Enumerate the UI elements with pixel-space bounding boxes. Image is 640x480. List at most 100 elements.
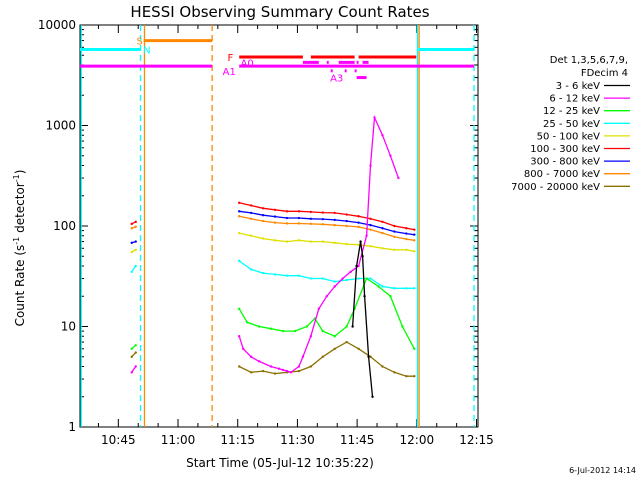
series-point-5 <box>393 224 396 228</box>
series-point-1 <box>297 365 301 368</box>
series-point-1 <box>397 176 400 180</box>
series-point-6 <box>249 211 253 215</box>
x-tick-label: 11:30 <box>280 433 315 447</box>
series-point-7 <box>261 219 265 223</box>
series-point-5 <box>273 208 277 211</box>
series-point-7 <box>285 222 289 225</box>
series-point-7 <box>321 223 324 226</box>
series-point-3 <box>413 287 416 290</box>
series-point-3 <box>393 287 396 290</box>
series-point-8 <box>381 365 384 368</box>
series-point-4 <box>273 239 277 242</box>
series-point-4 <box>134 248 137 251</box>
series-point-7 <box>238 215 241 218</box>
legend-label-5: 100 - 300 keV <box>530 144 600 155</box>
x-tick-label: 11:15 <box>220 433 255 447</box>
flag-label: N <box>143 46 150 57</box>
legend-title-line-2: FDecim 4 <box>581 68 628 79</box>
series-point-5 <box>309 210 313 214</box>
series-point-8 <box>261 369 265 373</box>
flag-label: A3 <box>330 74 343 85</box>
series-point-8 <box>321 355 324 358</box>
series-point-5 <box>130 222 133 226</box>
series-point-7 <box>381 231 384 235</box>
generated-timestamp: 6-Jul-2012 14:14 <box>569 466 636 475</box>
series-point-3 <box>261 271 265 275</box>
flag-label: A1 <box>223 67 236 78</box>
series-point-7 <box>393 235 396 239</box>
series-point-2 <box>238 307 241 311</box>
y-tick-label: 100 <box>53 219 76 233</box>
series-point-4 <box>297 239 301 242</box>
series-point-1 <box>277 367 281 370</box>
series-point-7 <box>134 225 137 229</box>
x-tick-label: 11:45 <box>340 433 375 447</box>
series-line-0 <box>351 241 374 397</box>
series-line-3 <box>131 260 415 289</box>
series-point-2 <box>130 347 133 350</box>
series-point-0 <box>351 325 354 328</box>
series-point-2 <box>345 325 348 328</box>
series-point-6 <box>285 216 289 220</box>
series-point-1 <box>373 116 376 119</box>
series-point-6 <box>333 218 336 222</box>
y-axis-label: Count Rate (s-1 detector-1) <box>12 170 27 327</box>
y-tick-label: 1000 <box>45 119 76 133</box>
x-tick-label: 12:15 <box>459 433 494 447</box>
series-point-1 <box>349 270 352 274</box>
series-point-4 <box>238 231 241 235</box>
legend-label-7: 800 - 7000 keV <box>524 169 600 180</box>
series-line-4 <box>131 232 415 253</box>
series-point-7 <box>405 237 408 241</box>
legend-label-2: 12 - 25 keV <box>543 106 600 117</box>
series-point-7 <box>333 223 336 227</box>
series-point-1 <box>257 360 261 363</box>
series-point-6 <box>393 230 396 233</box>
series-point-4 <box>285 240 289 243</box>
series-point-3 <box>297 274 301 277</box>
series-point-3 <box>309 277 313 280</box>
series-point-1 <box>301 355 305 358</box>
series-point-1 <box>357 264 360 268</box>
series-point-7 <box>345 224 348 228</box>
series-point-8 <box>345 340 348 344</box>
series-point-5 <box>345 213 348 216</box>
series-point-8 <box>309 365 313 368</box>
series-point-7 <box>130 227 133 230</box>
series-point-3 <box>273 273 277 276</box>
y-axis-label-sup2: -1 <box>12 174 21 182</box>
y-tick-label: 1 <box>68 420 76 434</box>
flag-label: A0 <box>241 58 254 69</box>
series-point-2 <box>333 335 336 338</box>
series-point-5 <box>238 201 241 205</box>
series-point-5 <box>413 228 416 231</box>
series-point-8 <box>134 351 137 354</box>
series-point-4 <box>333 241 336 245</box>
series-point-8 <box>130 355 133 358</box>
series-line-2 <box>131 277 415 350</box>
flag-label: F <box>228 53 234 64</box>
series-point-5 <box>285 210 289 213</box>
series-point-6 <box>273 215 277 218</box>
series-point-2 <box>134 344 137 347</box>
series-point-1 <box>317 307 320 311</box>
legend-label-0: 3 - 6 keV <box>556 81 600 92</box>
series-point-6 <box>134 240 137 243</box>
series-point-4 <box>357 243 360 247</box>
series-point-3 <box>249 268 253 271</box>
series-point-8 <box>405 375 408 378</box>
series-point-3 <box>130 270 133 274</box>
series-point-7 <box>249 217 253 220</box>
series-point-2 <box>305 325 309 328</box>
series-point-2 <box>413 347 416 350</box>
series-point-5 <box>134 220 137 224</box>
series-point-4 <box>393 248 396 251</box>
series-point-7 <box>297 222 301 225</box>
series-point-0 <box>371 395 374 398</box>
series-point-1 <box>238 335 241 338</box>
legend-label-4: 50 - 100 keV <box>537 131 601 142</box>
series-point-1 <box>309 335 313 338</box>
series-point-3 <box>345 278 348 282</box>
series-point-5 <box>381 220 384 224</box>
